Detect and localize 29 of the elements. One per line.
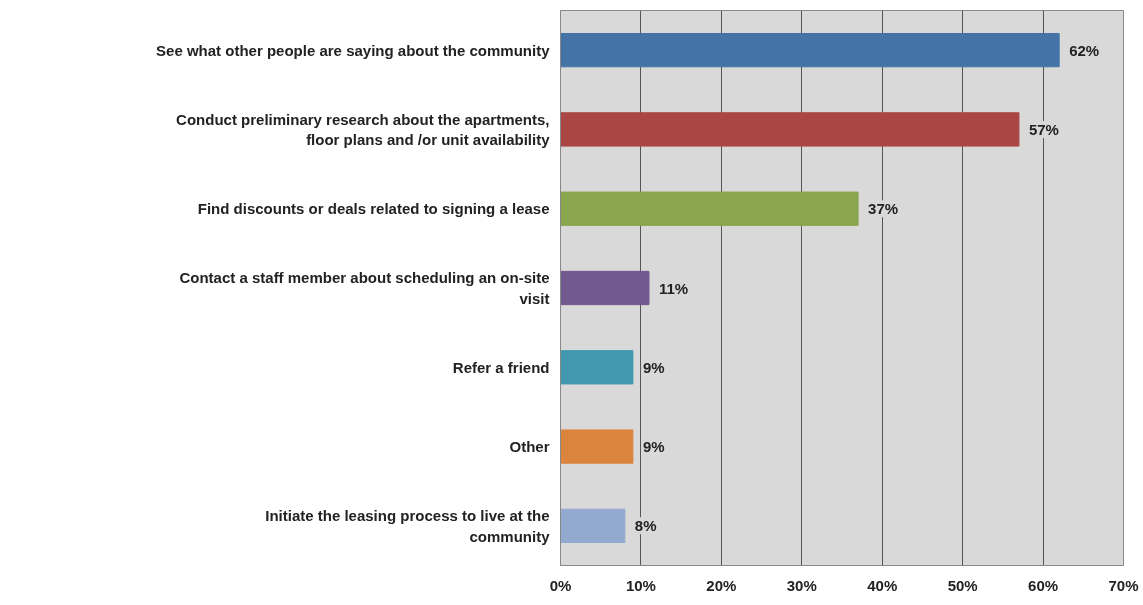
y-tick-label: Find discounts or deals related to signing a lease (197, 200, 550, 218)
x-tick-label: 20% (706, 576, 737, 594)
x-tick-label: 70% (1108, 576, 1139, 594)
data-label: 11% (658, 279, 689, 297)
data-label: 57% (1028, 120, 1059, 138)
bar (560, 270, 650, 306)
data-label: 9% (642, 358, 665, 376)
y-tick-label: Conduct preliminary research about the apartments, floor plans and /or unit availability (176, 110, 551, 149)
bar (560, 32, 1060, 68)
y-tick-label: Refer a friend (452, 358, 550, 376)
y-tick-label: Initiate the leasing process to live at the community (265, 507, 551, 545)
y-tick-label: See what other people are saying about the community (156, 41, 551, 59)
data-label: 37% (868, 200, 899, 218)
x-tick-label: 10% (625, 576, 656, 594)
y-tick-label: Contact a staff member about scheduling an on-site visit (179, 269, 550, 307)
x-tick-label: 40% (867, 576, 898, 594)
bar (560, 350, 634, 385)
bar (560, 429, 634, 464)
x-tick-label: 0% (549, 576, 572, 594)
x-tick-label: 30% (786, 576, 817, 594)
data-label: 8% (634, 517, 657, 535)
y-tick-label: Other (509, 438, 550, 456)
x-tick-label: 60% (1028, 576, 1059, 594)
bar (560, 508, 626, 544)
data-label: 9% (642, 438, 665, 456)
data-label: 62% (1069, 41, 1100, 59)
bar (560, 191, 859, 226)
x-tick-label: 50% (947, 576, 978, 594)
bar (560, 112, 1020, 147)
